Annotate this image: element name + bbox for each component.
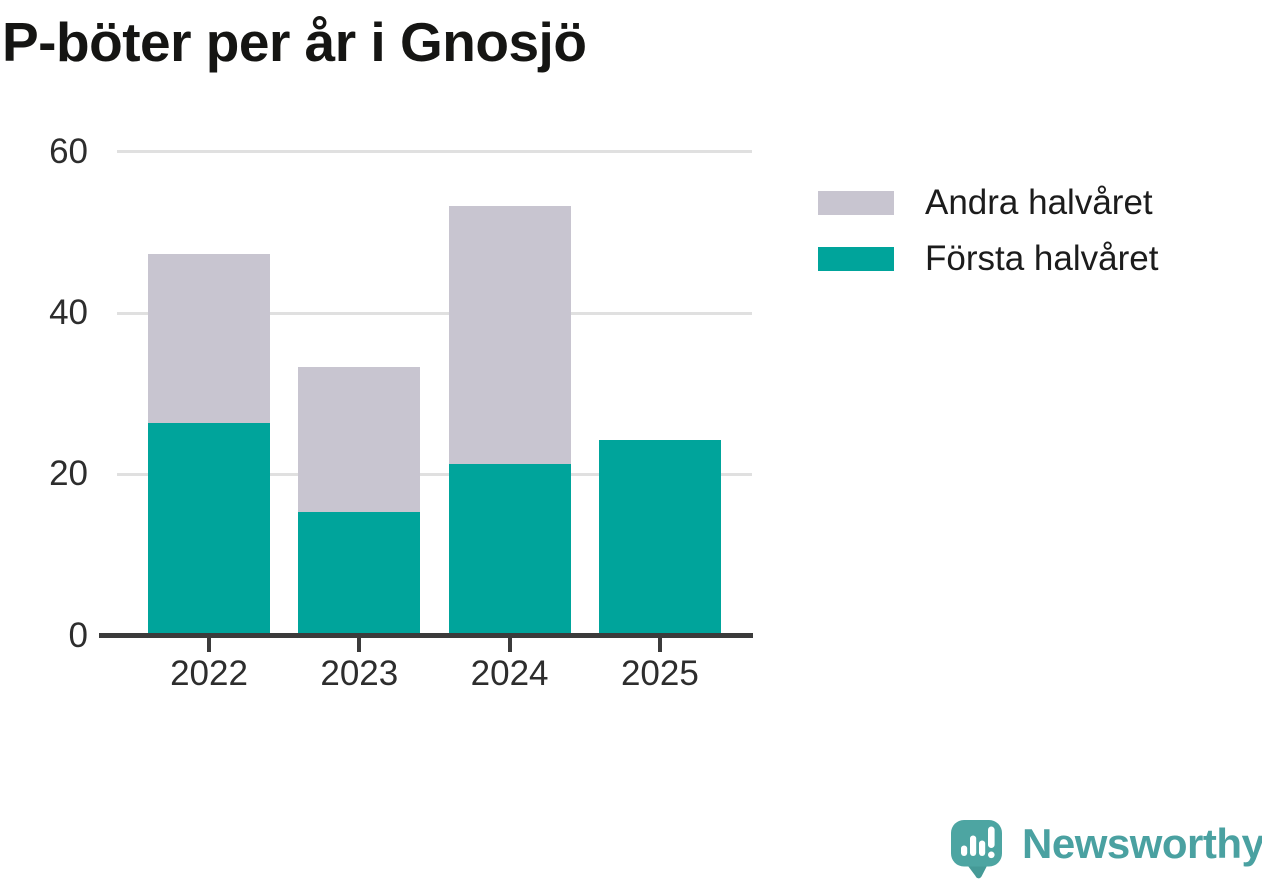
y-tick-label-40: 40 bbox=[49, 293, 88, 333]
x-tick-2022 bbox=[207, 637, 211, 652]
gridline-y-60 bbox=[117, 150, 752, 154]
bar-2024-första-halvåret bbox=[448, 463, 571, 633]
chart-title: P-böter per år i Gnosjö bbox=[2, 11, 587, 73]
newsworthy-brand-link[interactable]: Newsworthy bbox=[951, 820, 1262, 879]
newsworthy-logo-icon bbox=[951, 820, 1002, 879]
legend-label: Första halvåret bbox=[925, 239, 1159, 278]
bar-2024-andra-halvåret bbox=[448, 205, 571, 464]
x-tick-2024 bbox=[507, 637, 512, 652]
bar-2023-andra-halvåret bbox=[298, 367, 421, 513]
legend-swatch bbox=[818, 247, 894, 271]
legend-swatch bbox=[818, 191, 894, 215]
y-tick-label-0: 0 bbox=[68, 615, 88, 655]
legend-label: Andra halvåret bbox=[925, 183, 1153, 222]
x-tick-label-2022: 2022 bbox=[170, 654, 248, 693]
bar-2022-andra-halvåret bbox=[148, 254, 270, 424]
y-tick-label-20: 20 bbox=[49, 454, 88, 494]
x-tick-label-2024: 2024 bbox=[470, 654, 549, 693]
y-tick-label-60: 60 bbox=[49, 131, 88, 171]
newsworthy-wordmark: Newsworthy bbox=[1022, 820, 1262, 867]
x-tick-label-2025: 2025 bbox=[620, 654, 699, 693]
x-tick-label-2023: 2023 bbox=[320, 654, 399, 693]
x-tick-2023 bbox=[357, 637, 362, 652]
x-axis-line bbox=[99, 633, 753, 638]
x-tick-2025 bbox=[657, 637, 662, 652]
gridline-y-40 bbox=[117, 311, 752, 315]
bar-2025-första-halvåret bbox=[598, 439, 721, 633]
bar-2022-första-halvåret bbox=[148, 423, 270, 633]
gridline-y-20 bbox=[117, 472, 752, 476]
bar-2023-första-halvåret bbox=[298, 512, 421, 633]
